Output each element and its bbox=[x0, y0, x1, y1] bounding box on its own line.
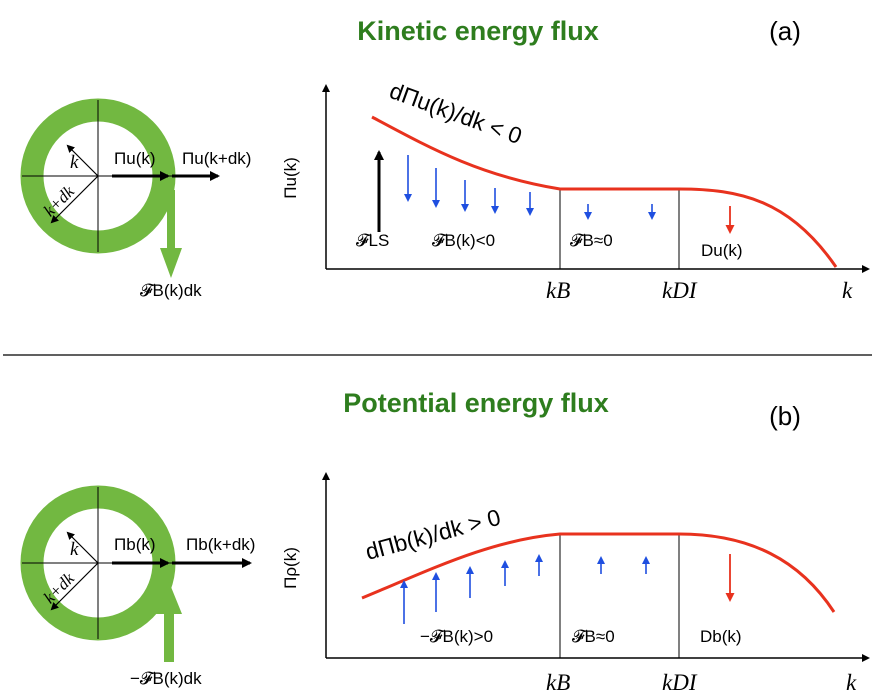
flux-out-label: Πb(k+dk) bbox=[186, 535, 255, 554]
region1-transfer-label: −𝓕B(k)>0 bbox=[420, 627, 493, 646]
flux-in-label: Πb(k) bbox=[114, 535, 156, 554]
inner-radius-label: k bbox=[70, 152, 79, 173]
panel-a-plot: Πu(k) dΠu(k)/dk < 0 𝓕LS 𝓕B(k)<0 𝓕B≈0 Du(… bbox=[281, 77, 870, 303]
tick-kDI: kDI bbox=[662, 670, 698, 695]
inner-radius-arrow bbox=[66, 531, 99, 564]
panel-b-title: Potential energy flux bbox=[343, 388, 609, 418]
y-axis-label: Πu(k) bbox=[281, 157, 300, 199]
inner-radius-arrow bbox=[66, 144, 99, 177]
transfer-label: −𝓕B(k)dk bbox=[130, 669, 202, 688]
inner-radius-label: k bbox=[70, 539, 79, 560]
transfer-label: 𝓕B(k)dk bbox=[140, 281, 202, 300]
panel-b-ring: k k+dk Πb(k) Πb(k+dk) −𝓕B(k)dk bbox=[20, 485, 255, 688]
buoyancy-transfer-arrow bbox=[160, 190, 182, 278]
panel-b-tag: (b) bbox=[769, 401, 801, 431]
y-axis-label: Πρ(k) bbox=[281, 547, 300, 589]
x-axis-label: k bbox=[846, 670, 857, 695]
tick-kB: kB bbox=[546, 278, 570, 303]
region1-transfer-label: 𝓕B(k)<0 bbox=[432, 231, 495, 250]
flux-curve bbox=[361, 532, 836, 613]
outer-radius-arrow bbox=[50, 175, 99, 224]
flux-curve bbox=[371, 115, 838, 268]
region2-transfer-label: 𝓕B≈0 bbox=[570, 231, 613, 250]
panel-b: Potential energy flux (b) k k+dk Πb(k) Π… bbox=[20, 388, 870, 695]
dissipation-label: Du(k) bbox=[701, 241, 743, 260]
dissipation-label: Db(k) bbox=[700, 627, 742, 646]
panel-a-title: Kinetic energy flux bbox=[357, 16, 599, 46]
outer-radius-arrow bbox=[50, 562, 99, 611]
x-axis-label: k bbox=[842, 278, 853, 303]
region2-transfer-label: 𝓕B≈0 bbox=[572, 627, 615, 646]
panel-a-tag: (a) bbox=[769, 16, 801, 46]
flux-out-label: Πu(k+dk) bbox=[182, 149, 251, 168]
buoyancy-transfer-arrow bbox=[156, 582, 182, 662]
panel-b-plot: Πρ(k) dΠb(k)/dk > 0 −𝓕B(k)>0 𝓕B≈0 Db(k) … bbox=[281, 472, 870, 695]
curve-label: dΠu(k)/dk < 0 bbox=[386, 77, 525, 149]
flux-in-label: Πu(k) bbox=[114, 149, 156, 168]
forcing-label: 𝓕LS bbox=[356, 231, 389, 250]
curve-label: dΠb(k)/dk > 0 bbox=[363, 504, 504, 565]
tick-kB: kB bbox=[546, 670, 570, 695]
panel-a: Kinetic energy flux (a) k k+dk Πu(k) Πu(… bbox=[20, 16, 870, 303]
tick-kDI: kDI bbox=[662, 278, 698, 303]
panel-a-ring: k k+dk Πu(k) Πu(k+dk) 𝓕B(k)dk bbox=[20, 98, 251, 300]
